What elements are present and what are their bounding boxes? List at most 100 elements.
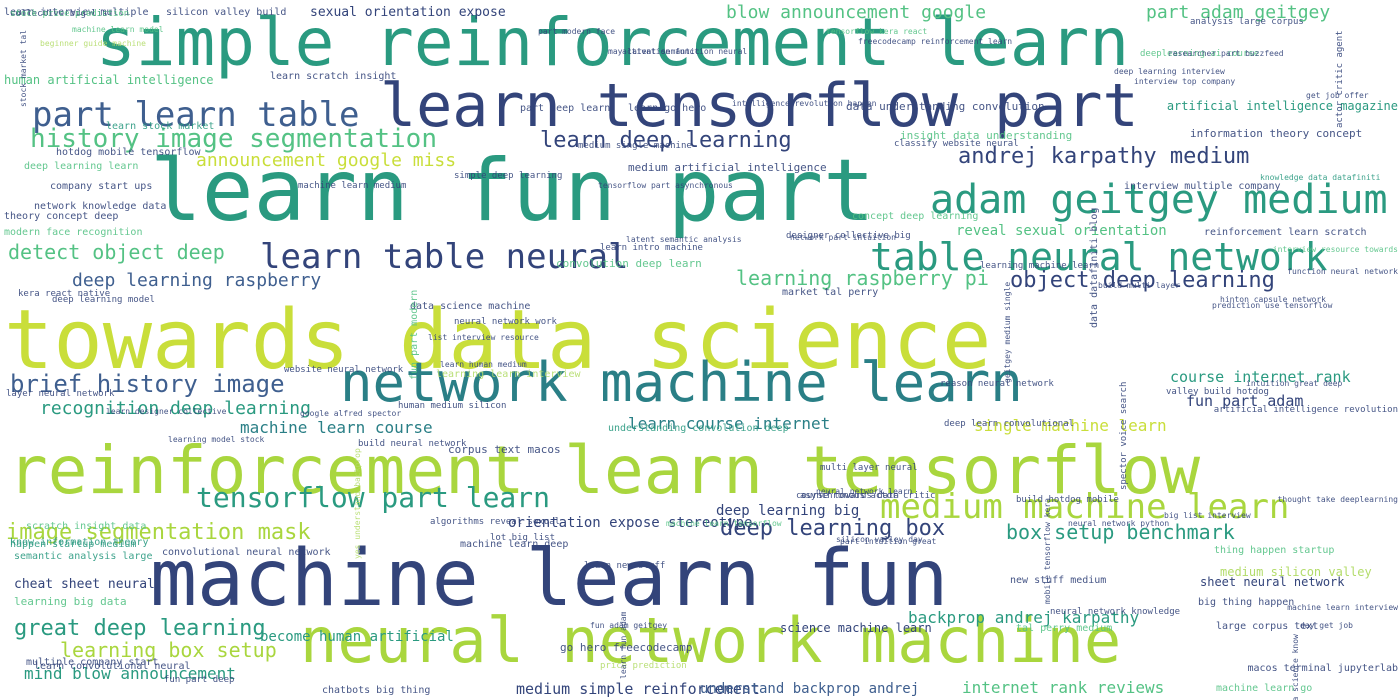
cloud-word: sheet neural network	[1200, 575, 1345, 589]
cloud-word: deep learning interview	[1114, 67, 1225, 76]
cloud-word: human artificial intelligence	[4, 73, 214, 87]
cloud-word: reveal sexual orientation	[956, 223, 1167, 239]
cloud-word: object deep learning	[1010, 268, 1275, 293]
cloud-word: convolution deep learn	[556, 257, 702, 270]
cloud-word: big list interview	[1164, 511, 1251, 520]
cloud-word: deep learning big	[716, 503, 860, 519]
cloud-word: theory concept deep	[4, 211, 119, 222]
cloud-word: machine learn medium	[298, 181, 407, 191]
cloud-word: actor critic agent	[1335, 30, 1345, 128]
cloud-word: mobile tensorflow kera	[1043, 498, 1052, 604]
cloud-word: concept deep learning	[852, 211, 979, 222]
cloud-word: get job offer	[1306, 91, 1369, 100]
cloud-word: machine learn fun	[150, 534, 949, 624]
cloud-word: multi layer neural	[820, 463, 918, 473]
cloud-word: learn tensorflow part	[380, 71, 1139, 141]
cloud-word: build neural network	[358, 439, 467, 449]
cloud-word: learn intro machine	[600, 243, 703, 253]
cloud-word: go hero freecodecamp	[560, 641, 693, 654]
cloud-word: deep learning learn	[24, 161, 139, 172]
cloud-word: learning learn interview	[436, 369, 581, 380]
cloud-word: sexual orientation expose	[310, 5, 506, 20]
cloud-word: deep learning box	[720, 516, 946, 541]
cloud-word: freecodecamp reinforcement learn	[858, 37, 1013, 46]
cloud-word: learn new stuff	[584, 561, 666, 571]
cloud-word: analysis large corpus	[1190, 17, 1304, 27]
cloud-word: valley build hotdog	[1166, 387, 1269, 397]
cloud-word: large corpus text	[1216, 621, 1319, 632]
cloud-word: scratch insight data	[26, 521, 147, 532]
cloud-word: may latent semantic	[608, 47, 700, 56]
cloud-word: learn deep learning	[540, 128, 792, 153]
cloud-word: part intuition great	[840, 537, 937, 546]
cloud-word: google alfred spector	[300, 409, 402, 418]
cloud-word: neural network machine	[300, 604, 1122, 677]
cloud-word: learn convolutional neural	[34, 661, 191, 672]
cloud-word: medium silicon valley	[1220, 565, 1372, 579]
cloud-word: big thing happen	[1198, 597, 1295, 608]
cloud-word: lot big list	[490, 533, 556, 543]
cloud-word: happen startup medium	[10, 539, 137, 550]
cloud-word: part modern face	[538, 27, 616, 36]
cloud-word: course towards data	[796, 491, 899, 501]
cloud-word: network part intuition	[790, 233, 896, 242]
cloud-word: price prediction	[600, 661, 687, 671]
cloud-word: function neural network	[1287, 267, 1398, 276]
cloud-word: beginner guide machine	[40, 39, 146, 48]
cloud-word: simple deep learning	[454, 171, 563, 181]
cloud-word: tensorflow kera react	[826, 27, 928, 36]
cloud-word: tensorflow part learn	[196, 481, 551, 514]
cloud-word: classify website neural	[894, 139, 1019, 149]
cloud-word: convolutional neural network	[162, 547, 331, 558]
cloud-word: learning machine learn	[980, 261, 1100, 271]
cloud-word: mind blow announcement	[24, 664, 236, 683]
cloud-word: andrej karpathy medium	[958, 144, 1250, 169]
cloud-word: macos terminal jupyterlab	[1247, 663, 1398, 674]
cloud-word: asynchronous actor critic	[800, 491, 936, 501]
cloud-word: deep learn convolutional	[944, 419, 1075, 429]
cloud-word: activation function neural	[622, 47, 748, 56]
cloud-word: silicon valley day	[836, 535, 923, 544]
cloud-word: course internet rank	[1170, 368, 1351, 386]
cloud-word: adam geitgey medium	[930, 177, 1388, 223]
cloud-word: network knowledge data	[34, 201, 167, 212]
cloud-word: recognition deep learning	[40, 398, 311, 419]
cloud-word: image segmentation mask	[6, 520, 311, 545]
cloud-word: tal perry medium	[1016, 623, 1113, 634]
cloud-word: algorithms reveal sexual	[430, 517, 561, 527]
cloud-word: artificial intelligence revolution	[1213, 405, 1398, 415]
cloud-word: data understanding convolution	[846, 100, 1045, 113]
cloud-word: information theory concept	[1190, 127, 1363, 140]
cloud-word: machine learn model	[72, 25, 164, 34]
cloud-word: neural network knowledge	[1050, 607, 1181, 617]
cloud-word: learning box setup	[60, 638, 277, 662]
cloud-word: part adam geitgey	[1146, 2, 1331, 23]
cloud-word: market tal perry	[782, 287, 879, 298]
cloud-word: learn interview multiple	[4, 7, 149, 18]
cloud-word: list interview resource	[428, 333, 539, 342]
cloud-word: learn scratch insight	[270, 71, 397, 82]
cloud-word: deeplearning ai course	[1140, 49, 1260, 59]
cloud-word: hotdog mobile tensorflow	[56, 147, 201, 158]
cloud-word: knowledge data datafiniti	[1260, 173, 1381, 182]
cloud-word: spector voice search	[1119, 381, 1129, 490]
cloud-word: tensorflow part asynchronous	[598, 181, 733, 190]
cloud-word: orientation expose stereotype	[508, 515, 753, 531]
cloud-word: reason neural network	[940, 379, 1054, 389]
cloud-word: learn go hero	[628, 103, 707, 114]
cloud-word: build hotdog mobile	[1016, 495, 1119, 505]
cloud-word: company start ups	[50, 181, 153, 192]
cloud-word: machine learn course	[240, 418, 433, 437]
cloud-word: medium artificial intelligence	[628, 161, 827, 174]
cloud-word: day get job	[1300, 621, 1353, 630]
cloud-word: build multi layer	[1098, 281, 1180, 290]
cloud-word: learn course internet	[628, 414, 831, 433]
cloud-word: thing happen startup	[1214, 545, 1335, 556]
cloud-word: latent semantic analysis	[626, 235, 742, 244]
cloud-word: medium machine learn	[880, 487, 1290, 527]
cloud-word: geitgey medium single	[1003, 281, 1012, 383]
cloud-word: modern face recognition	[4, 227, 143, 238]
cloud-word: know information theory	[10, 537, 149, 548]
cloud-word: learn table neural	[260, 237, 629, 277]
